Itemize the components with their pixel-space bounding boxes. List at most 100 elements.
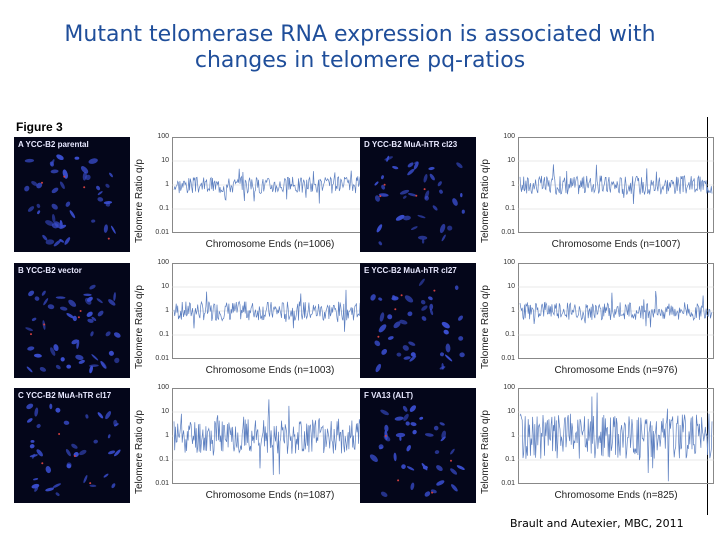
chromosome-blob xyxy=(97,197,104,202)
chromosome-blob xyxy=(380,409,389,416)
chromosome-blob xyxy=(406,466,415,471)
x-axis-label: Chromosome Ends (n=825) xyxy=(554,490,678,501)
y-tick-label: 0.1 xyxy=(159,205,169,212)
chromosome-blob xyxy=(428,166,435,171)
chromosome-blob xyxy=(96,185,101,191)
chromosome-blob xyxy=(374,340,381,347)
y-axis-label: Telomere Ratio q/p xyxy=(134,159,145,243)
telomere-signal xyxy=(63,175,66,178)
chromosome-blob xyxy=(436,480,445,486)
y-axis-label: Telomere Ratio q/p xyxy=(134,285,145,369)
y-tick-label: 10 xyxy=(161,283,169,290)
panel-c: C YCC-B2 MuA-hTR cl17 Telomere Ratio q/p 1… xyxy=(14,384,368,510)
title-line-2: changes in telomere pq-ratios xyxy=(194,48,526,73)
y-tick-label: 0.1 xyxy=(505,456,515,463)
chromosome-blob xyxy=(418,278,425,286)
chromosome-blob xyxy=(445,343,451,353)
y-tick-label: 0.1 xyxy=(505,205,515,212)
chromosome-blob xyxy=(376,224,383,233)
chromosome-blob xyxy=(434,450,440,455)
chromosome-blob xyxy=(36,182,43,189)
chromosome-blob xyxy=(65,201,71,207)
chromosome-blob xyxy=(410,352,416,357)
chromosome-blob xyxy=(433,425,439,431)
chromosome-blob xyxy=(406,445,411,452)
chromosome-blob xyxy=(387,336,394,340)
chromosome-blob xyxy=(71,443,78,449)
chromosome-blob xyxy=(458,315,463,321)
chromosome-blob xyxy=(105,183,110,188)
chromosome-blob xyxy=(424,433,434,437)
chromosome-blob xyxy=(421,463,428,471)
chromosome-blob xyxy=(384,424,389,432)
chromosome-blob xyxy=(96,298,103,304)
series-line xyxy=(173,289,367,332)
chromosome-blob xyxy=(404,295,414,303)
y-axis-label: Telomere Ratio q/p xyxy=(134,410,145,494)
y-tick-label: 0.1 xyxy=(159,456,169,463)
series-line xyxy=(519,392,713,482)
chromosome-blob xyxy=(443,329,449,335)
chromosome-blob xyxy=(424,491,431,497)
chromosome-blob xyxy=(440,436,446,442)
y-tick-label: 0.01 xyxy=(501,355,515,362)
chromosome-blob xyxy=(419,416,424,420)
telomere-signal xyxy=(415,194,418,197)
chromosome-blob xyxy=(111,483,116,489)
telomere-signal xyxy=(89,482,92,485)
chromosome-blob xyxy=(380,491,388,497)
telomere-signal xyxy=(41,462,44,465)
chromosome-blob xyxy=(83,293,92,297)
chromosome-blob xyxy=(65,448,71,457)
chromosome-blob xyxy=(440,352,445,357)
chromosome-blob xyxy=(439,223,446,234)
y-tick-label: 10 xyxy=(507,283,515,290)
y-tick-label: 1 xyxy=(511,181,515,188)
chromosome-blob xyxy=(55,364,61,370)
chromosome-blob xyxy=(86,296,93,302)
chromosome-blob xyxy=(399,319,408,325)
chromosome-blob xyxy=(378,324,387,333)
series-line xyxy=(173,399,367,476)
chromosome-blob xyxy=(436,465,443,472)
chromosome-blob xyxy=(27,346,35,351)
chromosome-blob xyxy=(72,315,77,322)
chromosome-blob xyxy=(454,285,459,290)
chromosome-blob xyxy=(399,189,410,195)
chromosome-blob xyxy=(59,181,65,189)
chromosome-blob xyxy=(24,158,35,163)
y-tick-label: 100 xyxy=(157,259,169,266)
y-tick-label: 0.01 xyxy=(155,355,169,362)
chromosome-blob xyxy=(447,225,453,231)
chromosome-blob xyxy=(100,360,106,369)
figure-label: Figure 3 xyxy=(16,120,63,134)
y-tick-label: 10 xyxy=(161,157,169,164)
chromosome-blob xyxy=(109,172,113,178)
title-line-1: Mutant telomerase RNA expression is asso… xyxy=(64,22,656,47)
chromosome-blob xyxy=(69,210,76,219)
chromosome-blob xyxy=(379,446,383,450)
chromosome-blob xyxy=(34,296,40,301)
chromosome-blob xyxy=(36,449,43,457)
telomere-signal xyxy=(377,335,380,338)
chromosome-blob xyxy=(439,189,443,194)
chromosome-blob xyxy=(28,290,35,297)
y-tick-label: 0.01 xyxy=(155,229,169,236)
chromosome-blob xyxy=(26,366,33,373)
chromosome-blob xyxy=(458,336,464,341)
y-tick-label: 0.1 xyxy=(505,331,515,338)
chromosome-blob xyxy=(429,173,435,181)
chromosome-blob xyxy=(392,165,399,170)
chromosome-blob xyxy=(26,418,33,423)
ratio-plot-b xyxy=(172,263,368,359)
chromosome-blob xyxy=(55,296,66,299)
chromosome-blob xyxy=(417,235,428,240)
chromosome-blob xyxy=(105,202,111,207)
telomere-signal xyxy=(400,294,403,297)
chromosome-blob xyxy=(51,187,59,194)
telomere-signal xyxy=(423,188,426,191)
chromosome-blob xyxy=(460,193,463,198)
chromosome-blob xyxy=(97,310,104,317)
chromosome-blob xyxy=(39,367,47,372)
chromosome-blob xyxy=(402,215,411,221)
